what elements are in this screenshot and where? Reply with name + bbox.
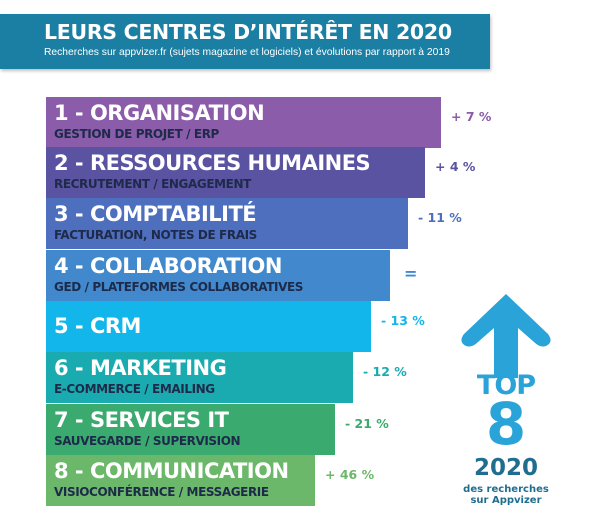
badge-year: 2020 — [473, 455, 538, 481]
category-name: 7 - SERVICES IT — [54, 408, 229, 432]
change-value: + 7 % — [451, 109, 492, 124]
change-value: - 12 % — [363, 364, 407, 379]
page-title: LEURS CENTRES D’INTÉRÊT EN 2020 — [44, 20, 452, 44]
change-value: = — [404, 264, 418, 283]
category-description: RECRUTEMENT / ENGAGEMENT — [54, 177, 251, 191]
page-subtitle: Recherches sur appvizer.fr (sujets magaz… — [44, 47, 450, 58]
category-name: 6 - MARKETING — [54, 356, 227, 380]
header-banner: LEURS CENTRES D’INTÉRÊT EN 2020 Recherch… — [0, 14, 490, 69]
category-name: 5 - CRM — [54, 314, 141, 338]
ranking-bar: 6 - MARKETING E-COMMERCE / EMAILING — [46, 352, 353, 403]
change-value: + 4 % — [435, 159, 476, 174]
category-name: 2 - RESSOURCES HUMAINES — [54, 151, 371, 175]
ranking-bar: 1 - ORGANISATION GESTION DE PROJET / ERP — [46, 97, 441, 148]
category-description: VISIOCONFÉRENCE / MESSAGERIE — [54, 485, 269, 499]
ranking-bar: 4 - COLLABORATION GED / PLATEFORMES COLLA… — [46, 250, 390, 301]
badge-caption-line1: des recherches — [463, 484, 549, 495]
top-label: TOP — [476, 370, 536, 401]
category-name: 3 - COMPTABILITÉ — [54, 202, 257, 226]
ranking-bar: 3 - COMPTABILITÉ FACTURATION, NOTES DE FR… — [46, 198, 408, 249]
category-description: E-COMMERCE / EMAILING — [54, 382, 215, 396]
change-value: - 11 % — [418, 210, 462, 225]
change-value: - 13 % — [381, 313, 425, 328]
category-name: 1 - ORGANISATION — [54, 101, 265, 125]
up-arrow-icon — [461, 294, 551, 378]
ranking-bar: 8 - COMMUNICATION VISIOCONFÉRENCE / MESSA… — [46, 455, 315, 506]
ranking-bar: 2 - RESSOURCES HUMAINES RECRUTEMENT / ENG… — [46, 147, 425, 198]
top-number: 8 — [485, 390, 527, 458]
category-description: SAUVEGARDE / SUPERVISION — [54, 434, 241, 448]
change-value: + 46 % — [325, 467, 375, 482]
category-name: 4 - COLLABORATION — [54, 254, 282, 278]
category-description: GESTION DE PROJET / ERP — [54, 127, 219, 141]
ranking-bar: 5 - CRM — [46, 301, 371, 352]
category-description: FACTURATION, NOTES DE FRAIS — [54, 228, 257, 242]
category-name: 8 - COMMUNICATION — [54, 459, 289, 483]
badge-caption: des recherches sur Appvizer — [448, 484, 564, 506]
change-value: - 21 % — [345, 416, 389, 431]
ranking-bar: 7 - SERVICES IT SAUVEGARDE / SUPERVISION — [46, 404, 335, 455]
category-description: GED / PLATEFORMES COLLABORATIVES — [54, 280, 304, 294]
badge-caption-line2: sur Appvizer — [470, 495, 542, 506]
